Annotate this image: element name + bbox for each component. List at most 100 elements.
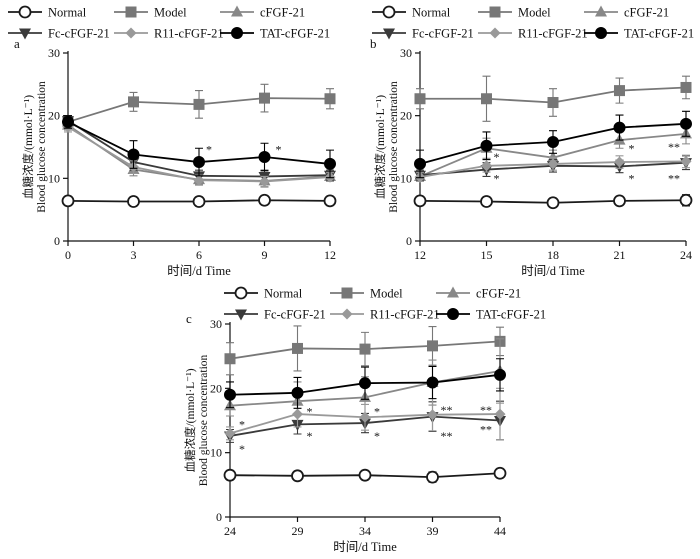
legend-marker-tat [447, 308, 459, 320]
legend-label: TAT-cFGF-21 [624, 27, 694, 41]
legend-marker-normal [18, 5, 32, 19]
data-point-tat [224, 388, 236, 401]
significance-mark: * [239, 417, 245, 431]
data-point-normal [258, 193, 271, 207]
bottom-legend-tat: TAT-cFGF-21 [436, 308, 546, 322]
y-axis-label-en: Blood glucose concentration [388, 81, 400, 213]
panel-b-letter: b [370, 36, 377, 51]
legend-top-right: Normal Model cFGF-21 Fc-cFGF-21 R11-cFGF-21 T… [372, 5, 694, 41]
y-axis-label-cn: 血糖浓度/(mmol·L⁻¹) [373, 95, 387, 199]
legend-bottom: Normal Model cFGF-21 Fc-cFGF-21 R11-cFGF-21 T… [224, 286, 546, 322]
panel-b-chart: b 0 10 20 30 12 15 18 21 24 时间/d Time 血糖浓度/(mmol·L⁻… [370, 36, 693, 278]
data-point-model [193, 98, 205, 110]
significance-mark: ** [668, 140, 680, 154]
data-point-normal [223, 468, 237, 482]
legend-marker-model [125, 6, 137, 18]
y-tick-label: 0 [216, 510, 222, 524]
data-point-r11 [680, 155, 692, 167]
legend-marker-r11 [341, 308, 353, 320]
data-point-r11 [259, 175, 270, 187]
significance-mark: ** [441, 429, 453, 443]
x-tick-label: 21 [614, 248, 626, 262]
top-right-legend-model: Model [478, 6, 551, 20]
data-point-normal [192, 195, 206, 208]
y-tick-label: 30 [210, 317, 222, 331]
legend-label: Model [518, 6, 551, 20]
x-tick-label: 9 [262, 248, 268, 262]
data-point-normal [426, 470, 439, 484]
data-point-r11 [427, 409, 438, 421]
legend-label: cFGF-21 [476, 287, 521, 301]
y-tick-label: 10 [400, 171, 412, 185]
y-tick-label: 20 [48, 109, 60, 123]
legend-marker-r11 [125, 27, 137, 39]
top-right-legend-fc: Fc-cFGF-21 [372, 27, 474, 41]
data-point-tat [258, 151, 271, 164]
x-tick-label: 34 [359, 524, 371, 538]
data-point-normal [323, 194, 337, 208]
y-tick-label: 10 [210, 446, 222, 460]
series-normal [223, 466, 507, 484]
significance-mark: * [307, 429, 313, 443]
legend-label: Model [154, 6, 187, 20]
significance-mark: * [494, 171, 500, 185]
legend-marker-tat [595, 27, 607, 39]
data-point-normal [493, 466, 507, 480]
x-tick-label: 12 [414, 248, 426, 262]
significance-mark: ** [441, 403, 453, 417]
legend-marker-cfgf [595, 5, 607, 17]
x-tick-label: 39 [427, 524, 439, 538]
y-axis-label-en: Blood glucose concentration [36, 81, 48, 213]
data-point-model [224, 353, 236, 365]
data-point-r11 [292, 408, 303, 420]
series-model [414, 75, 692, 122]
legend-marker-cfgf [447, 286, 459, 298]
data-point-tat [414, 157, 426, 170]
legend-label: Normal [264, 287, 303, 301]
legend-marker-tat [231, 27, 243, 39]
data-point-tat [680, 117, 692, 130]
bottom-legend-r11: R11-cFGF-21 [330, 308, 440, 322]
data-point-tat [359, 377, 371, 390]
legend-marker-r11 [489, 27, 501, 39]
x-axis-label: 时间/d Time [521, 264, 585, 278]
data-point-tat [324, 157, 336, 170]
top-left-legend-r11: R11-cFGF-21 [114, 27, 224, 41]
significance-mark: * [307, 404, 313, 418]
data-point-r11 [614, 156, 625, 168]
data-point-normal [358, 468, 372, 482]
bottom-legend-model: Model [330, 287, 403, 301]
data-point-normal [61, 194, 75, 208]
top-right-legend-cfgf: cFGF-21 [584, 5, 669, 20]
significance-mark: * [239, 442, 245, 456]
legend-label: Normal [48, 6, 87, 20]
legend-label: Normal [412, 6, 451, 20]
significance-mark: * [374, 429, 380, 443]
top-left-legend-model: Model [114, 6, 187, 20]
data-point-model [680, 81, 692, 93]
data-point-normal [679, 193, 693, 207]
top-right-legend-r11: R11-cFGF-21 [478, 27, 588, 41]
y-tick-label: 10 [48, 171, 60, 185]
y-axis-label-cn: 血糖浓度/(mmol·L⁻¹) [21, 95, 35, 199]
data-point-normal [613, 194, 626, 208]
data-point-model [614, 85, 625, 97]
data-point-model [324, 93, 336, 105]
x-tick-label: 44 [494, 524, 506, 538]
data-point-normal [546, 196, 560, 210]
panel-a-chart: a 0 10 20 30 0 3 6 9 12 时间/d Time 血糖浓度/(mmol·L⁻¹) Bl… [14, 36, 337, 278]
data-point-tat [547, 135, 559, 148]
x-tick-label: 12 [324, 248, 336, 262]
x-tick-label: 15 [481, 248, 493, 262]
significance-mark: * [629, 171, 635, 185]
legend-label: TAT-cFGF-21 [260, 27, 330, 41]
top-left-legend-tat: TAT-cFGF-21 [220, 27, 330, 41]
panel-a-letter: a [14, 36, 20, 51]
series-r11 [414, 154, 692, 183]
legend-label: cFGF-21 [260, 6, 305, 20]
top-left-legend-fc: Fc-cFGF-21 [8, 27, 110, 41]
data-point-r11 [481, 160, 492, 172]
significance-mark: * [276, 143, 282, 157]
legend-top-left: Normal Model cFGF-21 Fc-cFGF-21 R11-cFGF-21 T… [8, 5, 330, 41]
data-point-tat [613, 121, 626, 134]
